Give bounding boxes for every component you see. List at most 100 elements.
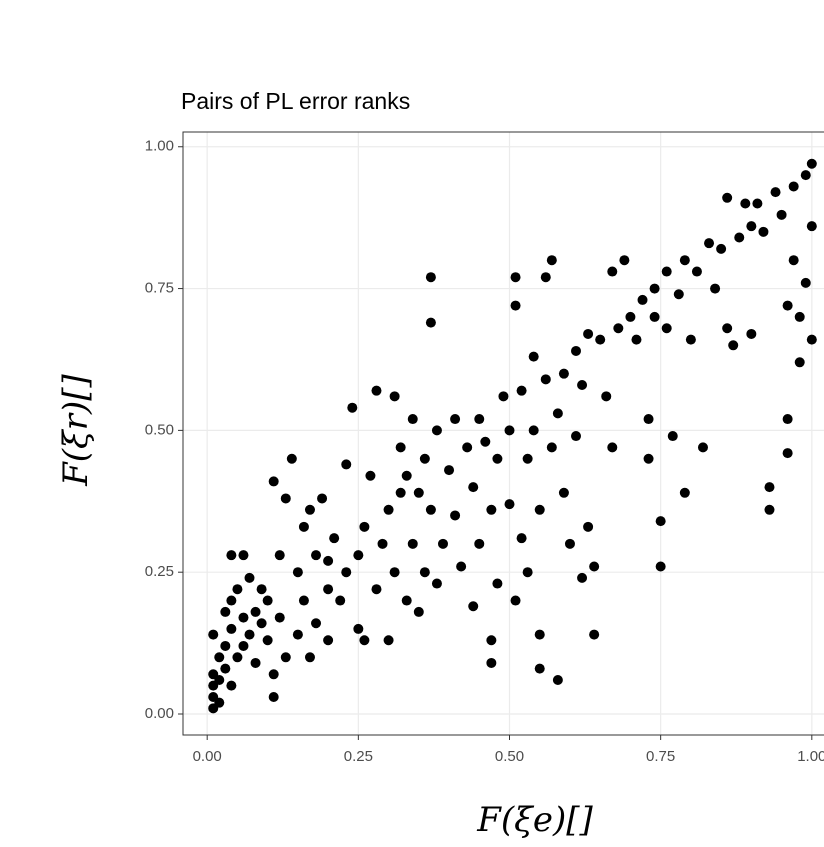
point: [389, 391, 400, 402]
point: [770, 187, 781, 198]
point: [256, 584, 267, 595]
point: [746, 221, 757, 232]
x-tick-label: 1.00: [797, 748, 824, 765]
point: [311, 550, 322, 561]
point: [722, 323, 733, 334]
point: [583, 328, 594, 339]
point: [661, 323, 672, 334]
point: [510, 272, 521, 283]
point: [268, 476, 279, 487]
point: [685, 334, 696, 345]
point: [540, 272, 551, 283]
point: [419, 567, 430, 578]
point: [710, 283, 721, 294]
point: [613, 323, 624, 334]
point: [534, 663, 545, 674]
point: [298, 595, 309, 606]
y-tick-label: 0.25: [145, 563, 174, 580]
point: [286, 453, 297, 464]
point: [353, 623, 364, 634]
point: [722, 192, 733, 203]
point: [806, 221, 817, 232]
point: [504, 425, 515, 436]
point: [292, 629, 303, 640]
point: [262, 635, 273, 646]
point: [268, 691, 279, 702]
point: [516, 385, 527, 396]
point: [214, 652, 225, 663]
point: [728, 340, 739, 351]
point: [208, 629, 219, 640]
x-tick-label: 0.75: [646, 748, 675, 765]
point: [401, 470, 412, 481]
point: [274, 612, 285, 623]
point: [655, 516, 666, 527]
point: [425, 317, 436, 328]
point: [292, 567, 303, 578]
point: [794, 357, 805, 368]
point: [341, 459, 352, 470]
point: [661, 266, 672, 277]
point: [238, 612, 249, 623]
point: [788, 255, 799, 266]
point: [353, 550, 364, 561]
point: [758, 226, 769, 237]
y-axis-label: F(ξr)[]: [56, 373, 96, 486]
point: [371, 385, 382, 396]
point: [232, 584, 243, 595]
point: [534, 629, 545, 640]
point: [788, 181, 799, 192]
point: [564, 538, 575, 549]
point: [800, 170, 811, 181]
point: [274, 550, 285, 561]
point: [425, 504, 436, 515]
point: [734, 232, 745, 243]
chart-title: Pairs of PL error ranks: [181, 88, 410, 114]
point: [679, 255, 690, 266]
y-tick-label: 0.75: [145, 280, 174, 297]
point: [347, 402, 358, 413]
point: [226, 550, 237, 561]
point: [419, 453, 430, 464]
x-tick-label: 0.00: [193, 748, 222, 765]
point: [226, 595, 237, 606]
point: [268, 669, 279, 680]
point: [510, 595, 521, 606]
point: [528, 425, 539, 436]
point: [214, 697, 225, 708]
point: [395, 487, 406, 498]
point: [413, 606, 424, 617]
point: [226, 680, 237, 691]
point: [280, 652, 291, 663]
point: [238, 640, 249, 651]
point: [244, 629, 255, 640]
point: [437, 538, 448, 549]
point: [311, 618, 322, 629]
point: [468, 482, 479, 493]
point: [425, 272, 436, 283]
point: [304, 504, 315, 515]
point: [383, 504, 394, 515]
point: [220, 663, 231, 674]
point: [740, 198, 751, 209]
point: [673, 289, 684, 300]
point: [450, 414, 461, 425]
point: [589, 629, 600, 640]
point: [256, 618, 267, 629]
point: [704, 238, 715, 249]
x-tick-label: 0.50: [495, 748, 524, 765]
point: [752, 198, 763, 209]
point: [250, 657, 261, 668]
point: [492, 578, 503, 589]
point: [589, 561, 600, 572]
point: [214, 674, 225, 685]
point: [679, 487, 690, 498]
point: [806, 334, 817, 345]
point: [546, 442, 557, 453]
point: [571, 431, 582, 442]
point: [782, 414, 793, 425]
point: [546, 255, 557, 266]
point: [504, 499, 515, 510]
point: [323, 555, 334, 566]
point: [498, 391, 509, 402]
